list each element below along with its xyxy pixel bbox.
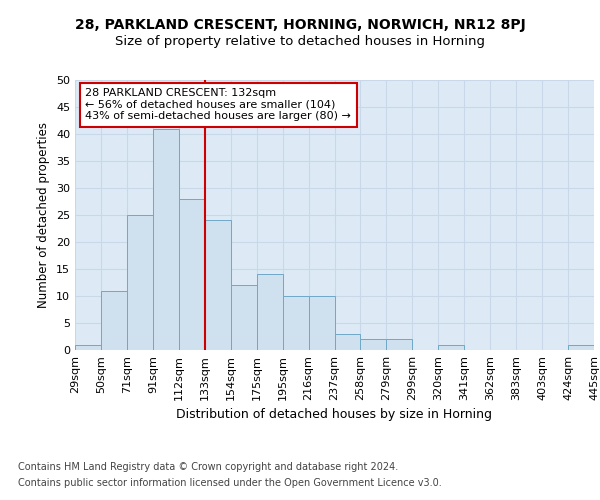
Bar — [257, 274, 283, 350]
Text: Size of property relative to detached houses in Horning: Size of property relative to detached ho… — [115, 35, 485, 48]
Text: 28 PARKLAND CRESCENT: 132sqm
← 56% of detached houses are smaller (104)
43% of s: 28 PARKLAND CRESCENT: 132sqm ← 56% of de… — [85, 88, 351, 122]
Text: Contains public sector information licensed under the Open Government Licence v3: Contains public sector information licen… — [18, 478, 442, 488]
Text: 28, PARKLAND CRESCENT, HORNING, NORWICH, NR12 8PJ: 28, PARKLAND CRESCENT, HORNING, NORWICH,… — [74, 18, 526, 32]
Bar — [101, 290, 127, 350]
Bar — [75, 344, 101, 350]
Bar — [205, 220, 230, 350]
Bar — [283, 296, 308, 350]
Bar — [153, 128, 179, 350]
Bar — [308, 296, 335, 350]
Bar — [179, 199, 205, 350]
X-axis label: Distribution of detached houses by size in Horning: Distribution of detached houses by size … — [176, 408, 493, 422]
Bar — [568, 344, 594, 350]
Y-axis label: Number of detached properties: Number of detached properties — [37, 122, 50, 308]
Bar — [231, 285, 257, 350]
Bar — [439, 344, 464, 350]
Bar — [127, 215, 153, 350]
Bar — [361, 339, 386, 350]
Text: Contains HM Land Registry data © Crown copyright and database right 2024.: Contains HM Land Registry data © Crown c… — [18, 462, 398, 472]
Bar — [335, 334, 361, 350]
Bar — [386, 339, 412, 350]
